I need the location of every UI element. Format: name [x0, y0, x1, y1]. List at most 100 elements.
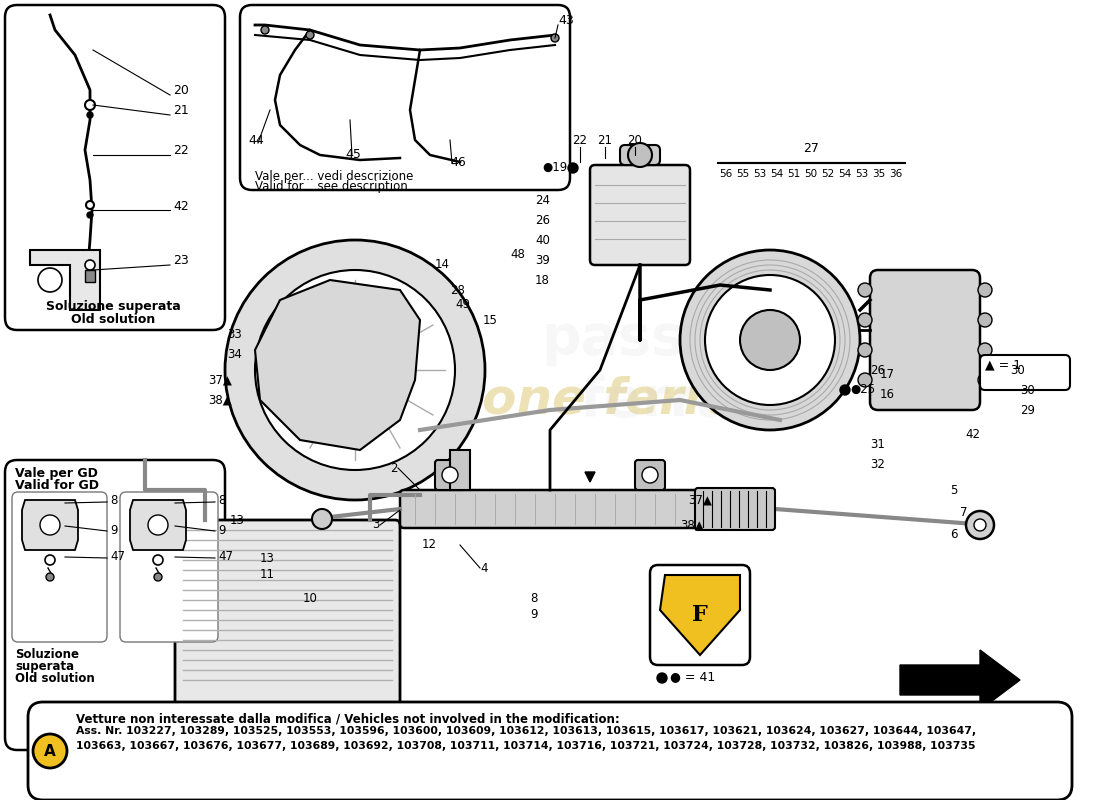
- Text: 38▲: 38▲: [680, 518, 704, 531]
- Text: 12: 12: [422, 538, 437, 551]
- Text: 10: 10: [302, 591, 318, 605]
- Text: 23: 23: [173, 254, 189, 267]
- Circle shape: [858, 313, 872, 327]
- Circle shape: [442, 467, 458, 483]
- Text: 28: 28: [450, 283, 465, 297]
- Circle shape: [226, 240, 485, 500]
- Text: 51: 51: [788, 169, 801, 179]
- Text: 31: 31: [870, 438, 884, 451]
- Text: 22: 22: [173, 145, 189, 158]
- Text: 56: 56: [719, 169, 733, 179]
- Polygon shape: [30, 250, 100, 310]
- Text: A: A: [44, 743, 56, 758]
- Text: 21: 21: [597, 134, 613, 147]
- Circle shape: [261, 26, 270, 34]
- FancyBboxPatch shape: [590, 165, 690, 265]
- Text: 45: 45: [345, 149, 361, 162]
- FancyBboxPatch shape: [240, 5, 570, 190]
- Text: 8: 8: [110, 494, 118, 507]
- Circle shape: [974, 519, 986, 531]
- Circle shape: [154, 573, 162, 581]
- Circle shape: [33, 734, 67, 768]
- FancyBboxPatch shape: [175, 520, 400, 705]
- Polygon shape: [900, 650, 1020, 710]
- Text: 35: 35: [872, 169, 886, 179]
- Text: 40: 40: [535, 234, 550, 246]
- Circle shape: [642, 467, 658, 483]
- Text: Soluzione superata: Soluzione superata: [45, 300, 180, 313]
- Text: Vetture non interessate dalla modifica / Vehicles not involved in the modificati: Vetture non interessate dalla modifica /…: [76, 712, 619, 725]
- Text: 27: 27: [803, 142, 818, 155]
- Circle shape: [255, 270, 455, 470]
- Text: 55: 55: [736, 169, 749, 179]
- Text: Soluzione: Soluzione: [15, 648, 79, 661]
- Text: Valid for GD: Valid for GD: [15, 479, 99, 492]
- FancyBboxPatch shape: [6, 460, 225, 750]
- Text: 24: 24: [535, 194, 550, 206]
- Text: 103663, 103667, 103676, 103677, 103689, 103692, 103708, 103711, 103714, 103716, : 103663, 103667, 103676, 103677, 103689, …: [76, 741, 976, 751]
- FancyBboxPatch shape: [6, 5, 225, 330]
- Text: 3: 3: [373, 518, 380, 531]
- Circle shape: [705, 275, 835, 405]
- Circle shape: [315, 330, 395, 410]
- Text: 43: 43: [558, 14, 574, 26]
- Text: 6: 6: [950, 529, 957, 542]
- Circle shape: [858, 373, 872, 387]
- Circle shape: [45, 555, 55, 565]
- FancyBboxPatch shape: [400, 490, 700, 528]
- Text: 32: 32: [870, 458, 884, 471]
- Text: 21: 21: [173, 105, 189, 118]
- FancyBboxPatch shape: [695, 488, 776, 530]
- Text: 4: 4: [480, 562, 487, 574]
- Text: 36: 36: [890, 169, 903, 179]
- Text: 17: 17: [880, 369, 895, 382]
- Text: 49: 49: [455, 298, 470, 311]
- Text: ▲ = 1: ▲ = 1: [984, 358, 1021, 371]
- Text: 2: 2: [390, 462, 398, 474]
- FancyBboxPatch shape: [12, 492, 107, 642]
- Text: 50: 50: [804, 169, 817, 179]
- Circle shape: [312, 509, 332, 529]
- FancyBboxPatch shape: [635, 460, 666, 490]
- Circle shape: [85, 260, 95, 270]
- Circle shape: [148, 515, 168, 535]
- Circle shape: [978, 373, 992, 387]
- FancyBboxPatch shape: [980, 355, 1070, 390]
- Text: 30: 30: [1020, 383, 1035, 397]
- Polygon shape: [585, 472, 595, 482]
- Text: 7: 7: [960, 506, 968, 518]
- Text: F: F: [692, 604, 708, 626]
- Text: ●25: ●25: [850, 382, 876, 395]
- Polygon shape: [450, 450, 470, 490]
- Text: 18: 18: [535, 274, 550, 286]
- Circle shape: [858, 283, 872, 297]
- Text: 11: 11: [260, 569, 275, 582]
- Text: Ass. Nr. 103227, 103289, 103525, 103553, 103596, 103600, 103609, 103612, 103613,: Ass. Nr. 103227, 103289, 103525, 103553,…: [76, 726, 976, 736]
- Text: 33: 33: [228, 329, 242, 342]
- Text: 54: 54: [838, 169, 851, 179]
- Circle shape: [978, 283, 992, 297]
- Text: 37▲: 37▲: [208, 374, 232, 386]
- Circle shape: [85, 100, 95, 110]
- Polygon shape: [130, 500, 186, 550]
- Circle shape: [858, 343, 872, 357]
- Text: 16: 16: [880, 389, 895, 402]
- Text: 9: 9: [530, 609, 538, 622]
- Polygon shape: [85, 270, 95, 282]
- Text: 26: 26: [535, 214, 550, 226]
- Text: Old solution: Old solution: [15, 672, 95, 685]
- Polygon shape: [660, 575, 740, 655]
- Circle shape: [87, 212, 94, 218]
- Text: 8: 8: [530, 591, 538, 605]
- Text: 46: 46: [450, 157, 465, 170]
- Circle shape: [86, 201, 94, 209]
- Circle shape: [628, 143, 652, 167]
- Text: superata: superata: [15, 660, 74, 673]
- Circle shape: [87, 112, 94, 118]
- Text: 14: 14: [434, 258, 450, 271]
- Text: 44: 44: [248, 134, 264, 146]
- Text: Vale per... vedi descrizione: Vale per... vedi descrizione: [255, 170, 414, 183]
- Text: 53: 53: [754, 169, 767, 179]
- Text: 29: 29: [1020, 403, 1035, 417]
- Circle shape: [978, 313, 992, 327]
